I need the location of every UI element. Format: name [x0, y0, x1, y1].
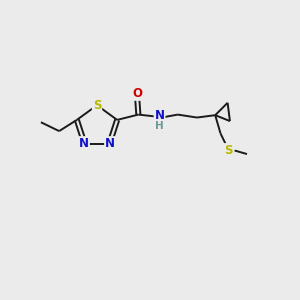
Text: H: H	[155, 122, 164, 131]
Text: S: S	[224, 144, 233, 157]
Text: N: N	[105, 137, 115, 150]
Text: N: N	[154, 109, 165, 122]
Text: N: N	[79, 137, 89, 150]
Text: O: O	[132, 87, 142, 100]
Text: S: S	[93, 99, 101, 112]
